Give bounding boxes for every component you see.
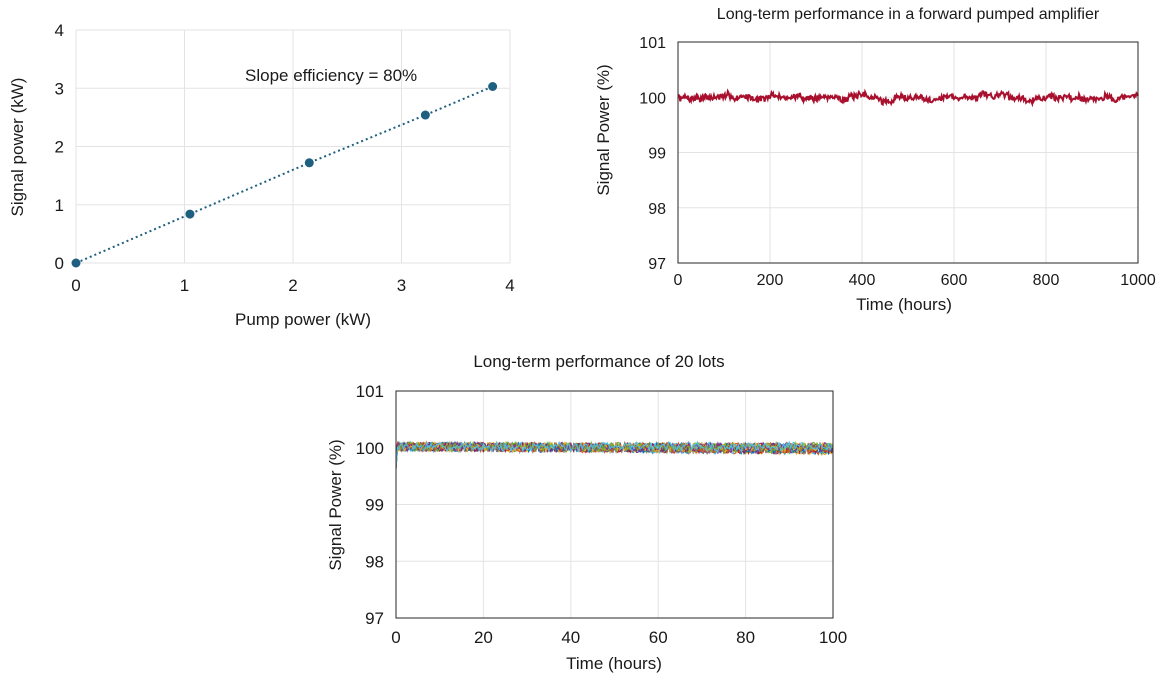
y-tick-label: 98: [365, 552, 384, 571]
y-tick-label: 101: [639, 35, 666, 52]
x-tick-label: 2: [288, 276, 297, 295]
x-tick-label: 60: [649, 628, 668, 647]
y-tick-label: 97: [648, 256, 666, 273]
y-tick-label: 100: [639, 90, 666, 107]
y-tick-label: 99: [648, 146, 666, 163]
x-tick-label: 1000: [1120, 272, 1156, 289]
x-tick-label: 80: [736, 628, 755, 647]
chart2-frame: [677, 41, 1139, 264]
data-point: [304, 158, 314, 168]
chart1-series: [71, 82, 498, 268]
chart1-ylabel: Signal power (kW): [8, 78, 27, 217]
chart2-xlabel: Time (hours): [856, 295, 952, 314]
x-tick-label: 100: [819, 628, 847, 647]
chart3-title: Long-term performance of 20 lots: [473, 352, 724, 371]
y-tick-label: 98: [648, 201, 666, 218]
chart-forward-pumped: Long-term performance in a forward pumpe…: [594, 6, 1156, 314]
chart1-grid: [75, 29, 511, 264]
x-tick-label: 20: [474, 628, 493, 647]
chart3-tick-labels: 0 20 40 60 80 100 97 98 99 100 101: [356, 382, 848, 647]
chart3-grid: [395, 390, 834, 619]
y-tick-label: 0: [55, 254, 64, 273]
x-tick-label: 4: [505, 276, 514, 295]
x-tick-label: 0: [391, 628, 400, 647]
chart2-title: Long-term performance in a forward pumpe…: [717, 6, 1100, 23]
series-line: [75, 85, 493, 264]
data-point: [420, 110, 430, 120]
x-tick-label: 800: [1033, 272, 1060, 289]
lot-series-line: [395, 440, 834, 469]
x-tick-label: 200: [757, 272, 784, 289]
x-tick-label: 3: [397, 276, 406, 295]
series-line: [677, 88, 1139, 108]
x-tick-label: 600: [941, 272, 968, 289]
chart3-xlabel: Time (hours): [566, 654, 662, 673]
chart2-grid: [677, 41, 1139, 264]
y-tick-label: 1: [55, 196, 64, 215]
chart2-tick-labels: 0 200 400 600 800 1000 97 98 99 100 101: [639, 35, 1156, 289]
y-tick-label: 2: [55, 138, 64, 157]
data-point: [488, 82, 498, 92]
data-point: [185, 209, 195, 219]
chart2-series: [677, 88, 1139, 108]
x-tick-label: 400: [849, 272, 876, 289]
x-tick-label: 0: [674, 272, 683, 289]
chart2-ylabel: Signal Power (%): [594, 64, 613, 195]
y-tick-label: 97: [365, 609, 384, 628]
x-tick-label: 40: [561, 628, 580, 647]
y-tick-label: 3: [55, 79, 64, 98]
x-tick-label: 1: [180, 276, 189, 295]
chart3-ylabel: Signal Power (%): [326, 439, 345, 570]
y-tick-label: 4: [55, 21, 64, 40]
data-point: [71, 258, 81, 268]
chart-20-lots: Long-term performance of 20 lots 0 20 40 60…: [326, 352, 847, 673]
y-tick-label: 101: [356, 382, 384, 401]
chart1-tick-labels: 0 1 2 3 4 0 1 2 3 4: [55, 21, 515, 295]
x-tick-label: 0: [71, 276, 80, 295]
chart3-series: [395, 440, 834, 470]
y-tick-label: 100: [356, 439, 384, 458]
chart3-frame: [395, 390, 834, 619]
y-tick-label: 99: [365, 496, 384, 515]
chart-slope-efficiency: 0 1 2 3 4 0 1 2 3 4 Slope efficiency = 80% Pump p…: [8, 21, 515, 329]
chart1-xlabel: Pump power (kW): [235, 310, 371, 329]
chart1-annotation: Slope efficiency = 80%: [245, 66, 417, 85]
